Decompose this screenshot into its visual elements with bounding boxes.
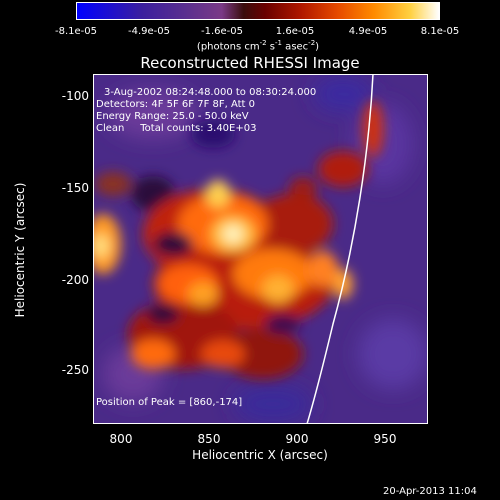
y-tick-label: -100 <box>61 89 89 103</box>
colorbar-tick-label: -8.1e-05 <box>55 26 97 37</box>
x-tick-label: 900 <box>285 432 309 446</box>
peak-position-text: Position of Peak = [860,-174] <box>96 397 243 408</box>
image-title: Reconstructed RHESSI Image <box>140 54 360 72</box>
x-tick-label: 800 <box>109 432 133 446</box>
colorbar-tick-label: -4.9e-05 <box>128 26 170 37</box>
y-tick-label: -250 <box>61 363 89 377</box>
y-tick-label: -150 <box>61 181 89 195</box>
colorbar-tick-label: 8.1e-05 <box>420 26 460 37</box>
x-tick-label: 850 <box>197 432 221 446</box>
colorbar-tick-label: -1.6e-05 <box>201 26 243 37</box>
rhessi-image <box>93 74 428 424</box>
clean-counts-text: Clean Total counts: 3.40E+03 <box>96 123 257 134</box>
x-tick-label: 950 <box>373 432 397 446</box>
y-axis-label: Heliocentric Y (arcsec) <box>13 182 27 318</box>
timestamp: 20-Apr-2013 11:04 <box>383 486 477 497</box>
energy-range-text: Energy Range: 25.0 - 50.0 keV <box>96 111 249 122</box>
x-axis-label: Heliocentric X (arcsec) <box>192 448 328 462</box>
colorbar-units: (photons cm-2 s-1 asec-2) <box>196 39 320 53</box>
time-range-text: 3-Aug-2002 08:24:48.000 to 08:30:24.000 <box>104 87 317 98</box>
y-tick-label: -200 <box>61 273 89 287</box>
detectors-text: Detectors: 4F 5F 6F 7F 8F, Att 0 <box>96 99 256 110</box>
colorbar-tick-label: 4.9e-05 <box>348 26 388 37</box>
colorbar-tick-label: 1.6e-05 <box>275 26 315 37</box>
colorbar <box>76 2 440 20</box>
